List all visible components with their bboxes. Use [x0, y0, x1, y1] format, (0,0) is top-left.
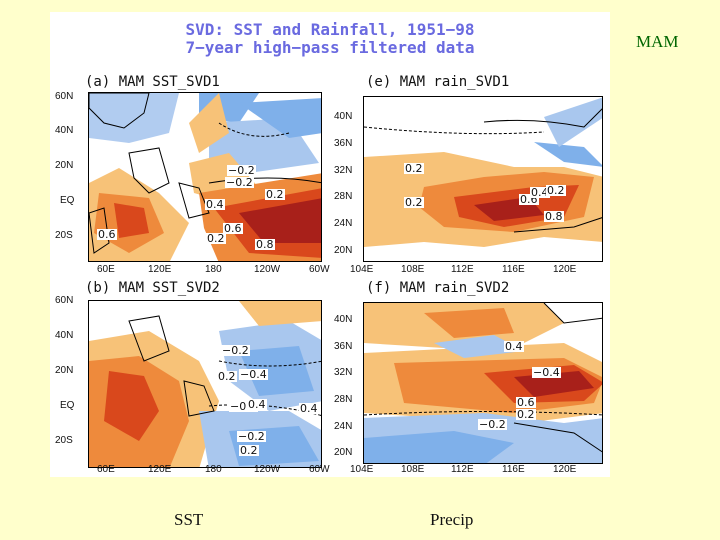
y-tick: 28N [334, 191, 353, 202]
panel-f-title: (f) MAM rain_SVD2 [366, 280, 510, 296]
contour-label: 0.4 [247, 398, 267, 411]
y-tick: 36N [334, 138, 353, 149]
contour-label: −0.2 [227, 164, 256, 177]
y-tick: 40N [55, 330, 74, 341]
panel-e-title: (e) MAM rain_SVD1 [366, 74, 510, 90]
y-tick: 20S [55, 230, 73, 241]
y-tick: 60N [55, 295, 74, 306]
y-tick: 20N [334, 447, 353, 458]
x-tick: 116E [502, 264, 525, 275]
x-tick: 60E [97, 464, 115, 475]
contour-label: 0.6 [223, 222, 243, 235]
season-label: MAM [636, 32, 679, 51]
y-tick: 20N [55, 160, 74, 171]
contour-label: 0.2 [404, 196, 424, 209]
x-tick: 120E [148, 264, 172, 275]
contour-label: −0.4 [532, 366, 561, 379]
x-tick: 104E [350, 464, 374, 475]
contour-label: 0.2 [206, 232, 226, 245]
y-tick: 24N [334, 218, 353, 229]
panel-b-title: (b) MAM SST_SVD2 [85, 280, 220, 296]
y-tick: 60N [55, 91, 74, 102]
x-tick: 120W [254, 264, 281, 275]
panel-f-map: 0.4 −0.4 0.6 0.2 −0.2 [363, 302, 603, 464]
contour-label: 0.2 [217, 370, 237, 383]
x-tick: 104E [350, 264, 374, 275]
contour-label: 0.2 [516, 408, 536, 421]
x-tick: 112E [451, 264, 474, 275]
y-tick: EQ [60, 400, 75, 411]
contour-label: 0.4 [530, 186, 550, 199]
contour-label: −0.2 [225, 176, 254, 189]
contour-label: 0.4 [299, 402, 319, 415]
y-tick: 28N [334, 394, 353, 405]
y-tick: 36N [334, 341, 353, 352]
contour-label: −0.2 [221, 344, 250, 357]
svd-figure: SVD: SST and Rainfall, 1951−98 7−year hi… [50, 12, 610, 477]
contour-label: 0.4 [504, 340, 524, 353]
panel-e-field [364, 97, 602, 261]
contour-label: 0.6 [97, 228, 117, 241]
contour-label: 0.2 [265, 188, 285, 201]
panel-a-map: −0.2 −0.2 0.2 0.4 0.6 0.2 0.8 0.6 [88, 92, 322, 262]
x-tick: 60E [97, 264, 115, 275]
panel-e-map: 0.2 0.2 0.6 0.4 0.2 0.8 [363, 96, 603, 262]
x-tick: 116E [502, 464, 525, 475]
contour-label: 0.2 [404, 162, 424, 175]
x-tick: 180 [205, 464, 222, 475]
contour-label: −0.2 [237, 430, 266, 443]
x-tick: 120W [254, 464, 281, 475]
contour-label: −0.2 [478, 418, 507, 431]
y-tick: 40N [55, 125, 74, 136]
x-tick: 120E [553, 464, 577, 475]
panel-b-field [89, 301, 321, 467]
panel-b-map: −0.2 0.2 −0.4 −0.2 0.4 0.4 −0.2 0.2 [88, 300, 322, 468]
x-tick: 112E [451, 464, 474, 475]
panel-f-field [364, 303, 602, 463]
contour-label: 0.8 [544, 210, 564, 223]
y-tick: 32N [334, 165, 353, 176]
contour-label: −0.2 [229, 400, 258, 413]
contour-label: 0.2 [239, 444, 259, 457]
figure-title-line2: 7−year high−pass filtered data [185, 38, 475, 57]
panel-a-title: (a) MAM SST_SVD1 [85, 74, 220, 90]
contour-label: 0.6 [519, 193, 539, 206]
figure-title-line1: SVD: SST and Rainfall, 1951−98 [185, 20, 475, 39]
x-tick: 120E [148, 464, 172, 475]
y-tick: 20S [55, 435, 73, 446]
y-tick: 24N [334, 421, 353, 432]
y-tick: 40N [334, 111, 353, 122]
x-tick: 60W [309, 464, 330, 475]
y-tick: 40N [334, 314, 353, 325]
precip-label: Precip [430, 510, 474, 529]
y-tick: 20N [55, 365, 74, 376]
sst-label: SST [174, 510, 204, 529]
x-tick: 60W [309, 264, 330, 275]
contour-label: 0.8 [255, 238, 275, 251]
x-tick: 108E [401, 464, 425, 475]
y-tick: 32N [334, 367, 353, 378]
x-tick: 180 [205, 264, 222, 275]
contour-label: 0.2 [546, 184, 566, 197]
contour-label: −0.4 [239, 368, 268, 381]
y-tick: 20N [334, 245, 353, 256]
x-tick: 120E [553, 264, 577, 275]
contour-label: 0.4 [205, 198, 225, 211]
x-tick: 108E [401, 264, 425, 275]
y-tick: EQ [60, 195, 75, 206]
contour-label: 0.6 [516, 396, 536, 409]
